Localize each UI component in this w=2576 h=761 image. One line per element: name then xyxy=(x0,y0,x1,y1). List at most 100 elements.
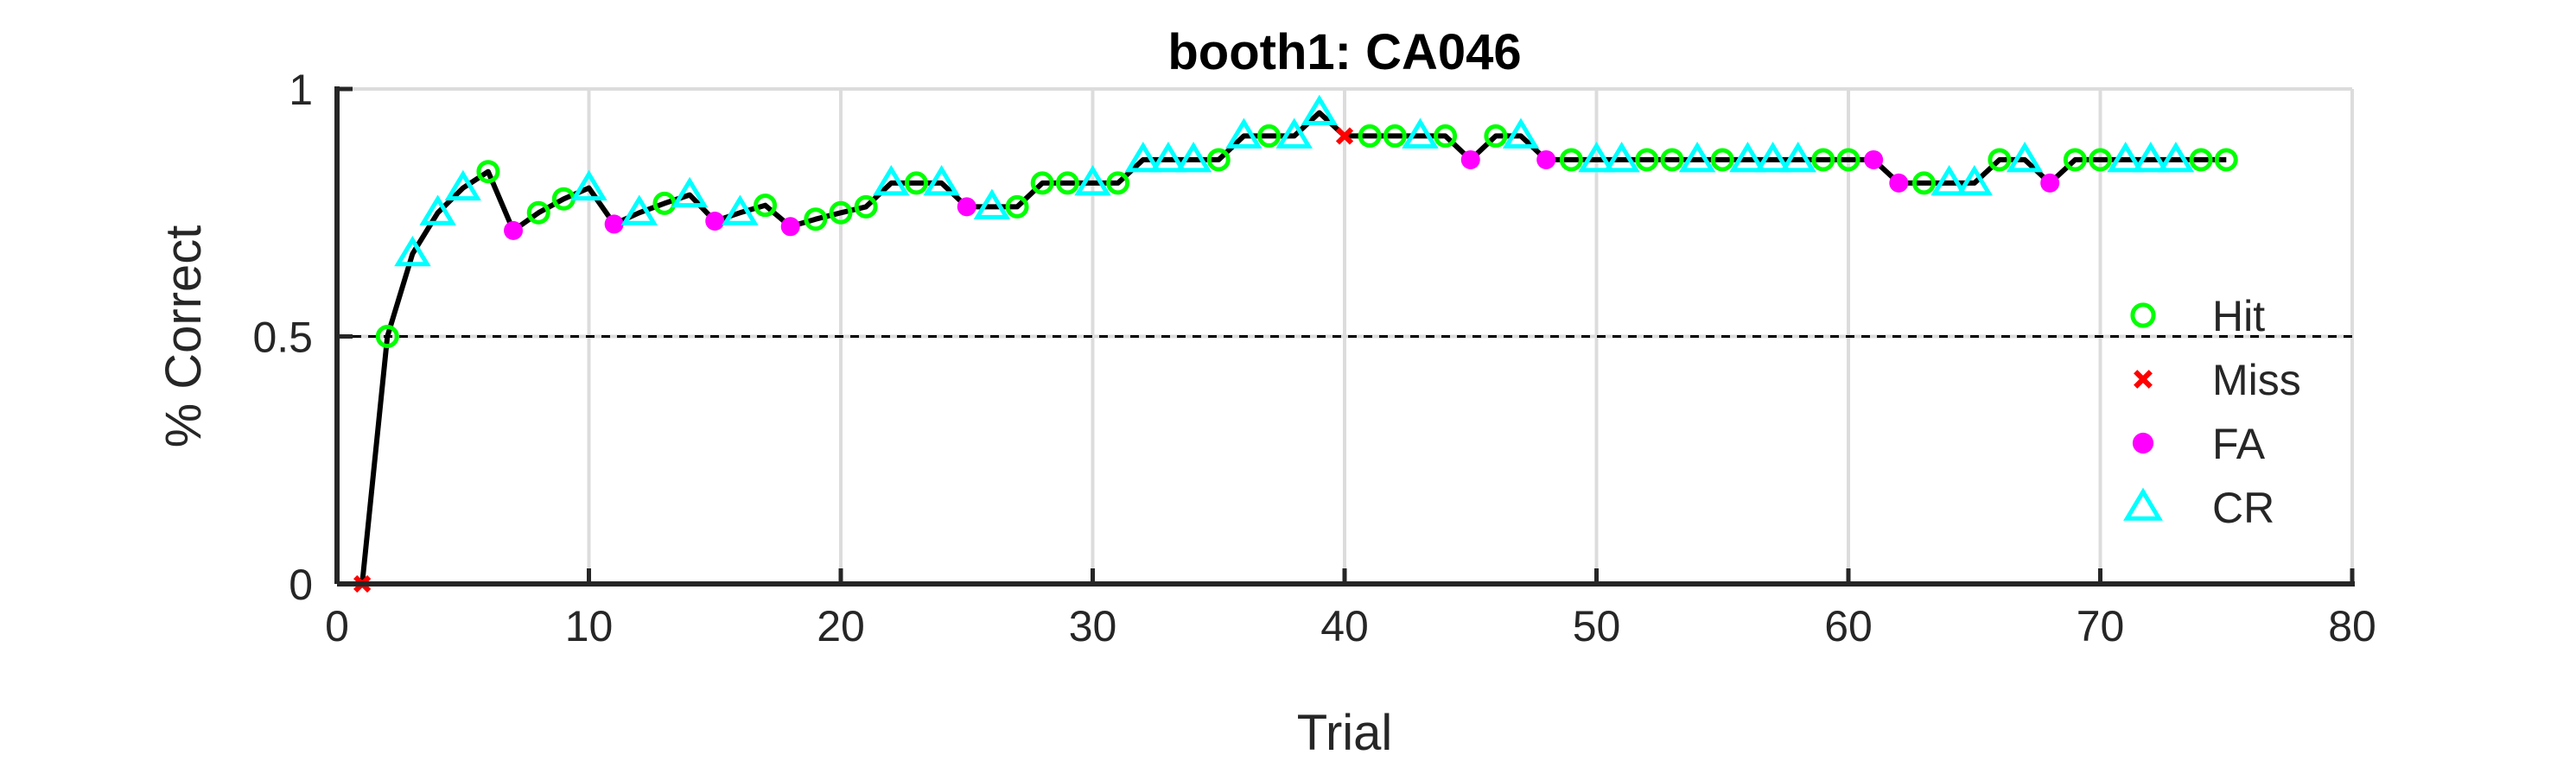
data-point-fa xyxy=(1864,149,1884,169)
data-point-hit xyxy=(1811,148,1835,172)
data-point-cr xyxy=(1174,142,1212,173)
data-point-hit xyxy=(1660,148,1684,172)
data-point-cr xyxy=(1502,117,1540,149)
data-point-hit xyxy=(2214,148,2238,172)
data-point-hit xyxy=(1055,171,1079,195)
data-point-cr xyxy=(444,169,481,201)
data-point-hit xyxy=(854,194,878,219)
data-point-cr xyxy=(394,235,431,267)
data-point-hit xyxy=(1358,124,1382,148)
data-point-fa xyxy=(705,211,725,231)
data-point-hit xyxy=(1434,124,1458,148)
data-point-hit xyxy=(1106,171,1130,195)
data-point-hit xyxy=(526,200,550,225)
legend-marker-miss xyxy=(2134,370,2153,389)
legend-label: CR xyxy=(2212,484,2274,532)
data-point-cr xyxy=(1275,117,1313,149)
x-tick-label: 70 xyxy=(2077,602,2125,650)
data-point-fa xyxy=(1536,149,1556,169)
data-point-fa xyxy=(1889,173,1909,193)
legend-marker-cr xyxy=(2123,487,2163,521)
data-point-cr xyxy=(1779,142,1816,173)
legend-item-fa: FA xyxy=(2132,420,2266,468)
x-stroke xyxy=(1335,127,1354,145)
y-tick-label: 0.5 xyxy=(252,314,313,362)
data-point-cr xyxy=(2006,142,2044,173)
tick-labels: 0 10 20 30 40 50 60 70 80 0 0.5 1 xyxy=(252,66,2376,650)
data-point-cr xyxy=(2157,142,2195,173)
x-tick-label: 10 xyxy=(565,602,614,650)
data-point-cr xyxy=(2107,142,2144,173)
data-point-cr xyxy=(1074,165,1111,196)
data-point-cr xyxy=(1301,94,1339,125)
data-point-hit xyxy=(1030,171,1054,195)
data-point-hit xyxy=(1836,148,1860,172)
trial-markers xyxy=(353,94,2238,593)
data-point-cr xyxy=(1603,142,1640,173)
data-point-hit xyxy=(1988,148,2012,172)
legend-label: Miss xyxy=(2212,356,2301,404)
data-point-cr xyxy=(1930,165,1968,196)
data-point-cr xyxy=(1729,142,1766,173)
x-stroke xyxy=(2134,370,2153,389)
x-tick-label: 40 xyxy=(1320,602,1369,650)
legend-label: FA xyxy=(2212,420,2266,468)
data-point-cr xyxy=(620,194,658,225)
x-tick-label: 80 xyxy=(2328,602,2376,650)
data-point-cr xyxy=(873,165,910,196)
data-point-fa xyxy=(957,197,976,217)
data-point-cr xyxy=(923,165,960,196)
chart-title: booth1: CA046 xyxy=(1167,24,1521,80)
legend-item-hit: Hit xyxy=(2130,292,2265,340)
data-point-hit xyxy=(1005,194,1029,219)
data-point-cr xyxy=(1149,142,1187,173)
legend-item-cr: CR xyxy=(2123,484,2274,532)
legend-label: Hit xyxy=(2212,292,2265,340)
data-point-miss xyxy=(1335,127,1354,145)
x-tick-label: 60 xyxy=(1824,602,1873,650)
series-line xyxy=(359,110,2227,585)
data-point-hit xyxy=(1383,124,1407,148)
data-point-hit xyxy=(1257,124,1282,148)
y-tick-label: 1 xyxy=(289,66,313,114)
y-tick-label: 0 xyxy=(289,561,313,609)
data-point-fa xyxy=(504,220,524,240)
data-point-hit xyxy=(2089,148,2112,172)
data-point-cr xyxy=(1124,142,1162,173)
data-point-hit xyxy=(804,207,828,231)
data-point-hit xyxy=(2189,148,2213,172)
data-point-hit xyxy=(1911,171,1936,195)
data-point-fa xyxy=(780,217,800,237)
data-point-fa xyxy=(2040,173,2060,193)
data-point-cr xyxy=(1402,117,1439,149)
legend-marker-hit xyxy=(2130,302,2156,328)
x-tick-label: 20 xyxy=(817,602,865,650)
data-point-hit xyxy=(1635,148,1659,172)
x-tick-label: 30 xyxy=(1069,602,1117,650)
legend-item-miss: Miss xyxy=(2134,356,2301,404)
data-point-hit xyxy=(1206,148,1231,172)
data-point-hit xyxy=(476,160,500,184)
x-tick-label: 0 xyxy=(325,602,349,650)
data-point-cr xyxy=(1678,142,1716,173)
axes xyxy=(334,86,2355,587)
data-point-hit xyxy=(375,325,399,348)
data-point-cr xyxy=(671,176,709,208)
data-point-cr xyxy=(1754,142,1791,173)
data-point-cr xyxy=(419,194,456,225)
x-tick-label: 50 xyxy=(1573,602,1621,650)
data-point-hit xyxy=(904,171,928,195)
legend: Hit Miss FA CR xyxy=(2123,292,2301,532)
data-point-hit xyxy=(754,193,778,218)
data-point-hit xyxy=(1484,124,1508,148)
performance-line xyxy=(359,110,2227,585)
data-point-cr xyxy=(1956,165,1994,196)
data-point-cr xyxy=(1578,142,1615,173)
data-point-hit xyxy=(1710,148,1734,172)
data-point-hit xyxy=(829,200,853,225)
data-point-hit xyxy=(2063,148,2087,172)
data-point-cr xyxy=(1225,117,1263,149)
data-point-cr xyxy=(722,194,759,225)
data-point-fa xyxy=(1460,149,1480,169)
